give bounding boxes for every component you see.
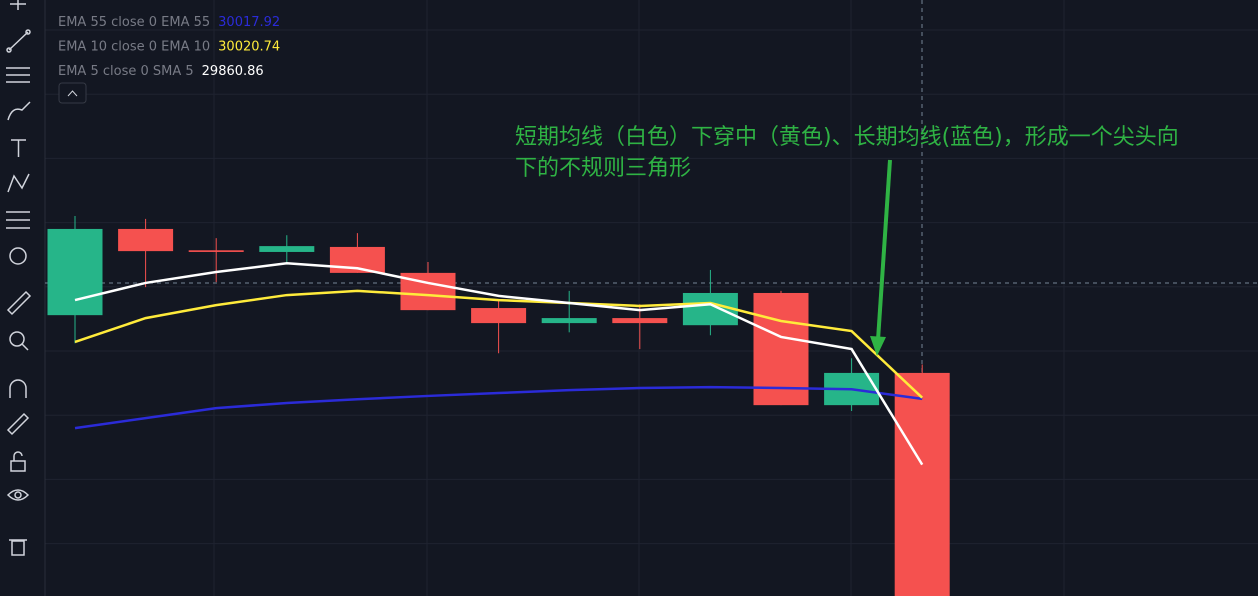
annotation-text: 短期均线（白色）下穿中（黄色)、长期均线(蓝色)，形成一个尖头向: [515, 125, 1179, 150]
candle-body: [47, 228, 103, 316]
tool-forecast[interactable]: [6, 211, 30, 229]
candle-body: [471, 308, 527, 324]
candle-body: [682, 292, 738, 326]
candle-body: [188, 250, 244, 252]
legend-name: EMA 55 close 0 EMA 55: [58, 15, 210, 30]
legend-value: 30017.92: [218, 15, 280, 30]
tool-magnet[interactable]: [9, 379, 27, 398]
tool-emoji[interactable]: [9, 247, 27, 265]
candle-body: [118, 228, 174, 252]
grid: [45, 0, 1258, 596]
ema-line: [74, 262, 924, 466]
ema-line: [74, 289, 924, 399]
tool-lock[interactable]: [10, 451, 26, 472]
tool-lock-draw[interactable]: [6, 412, 30, 436]
legend-value: 30020.74: [218, 40, 280, 55]
tool-ruler[interactable]: [6, 290, 32, 316]
annotation-text: 下的不规则三角形: [515, 156, 691, 181]
candle-body: [259, 246, 315, 252]
legend-name: EMA 10 close 0 EMA 10: [58, 40, 210, 55]
collapse-button[interactable]: [58, 82, 87, 104]
annotation-arrow: [876, 159, 892, 341]
candle-body: [753, 292, 809, 406]
legend-value: 29860.86: [202, 64, 264, 79]
tool-pattern[interactable]: [7, 173, 30, 193]
ema-line: [74, 385, 923, 430]
candle-body: [541, 318, 597, 324]
tool-brush[interactable]: [7, 101, 31, 121]
tool-zoom[interactable]: [9, 331, 29, 351]
tool-text[interactable]: [11, 139, 26, 157]
tool-fib[interactable]: [6, 67, 30, 83]
tool-trendline[interactable]: [6, 29, 31, 53]
legend: EMA 55 close 0 EMA 55 30017.92 EMA 10 clos…: [58, 15, 280, 79]
legend-name: EMA 5 close 0 SMA 5: [58, 64, 194, 79]
candle-body: [894, 372, 950, 596]
tool-cross[interactable]: [10, 0, 26, 10]
plot: [47, 215, 950, 596]
candle-body: [612, 318, 668, 324]
annotation-arrowhead: [870, 336, 886, 356]
tool-trash[interactable]: [9, 539, 27, 556]
tool-eye[interactable]: [6, 489, 30, 501]
toolbar: [6, 0, 32, 556]
